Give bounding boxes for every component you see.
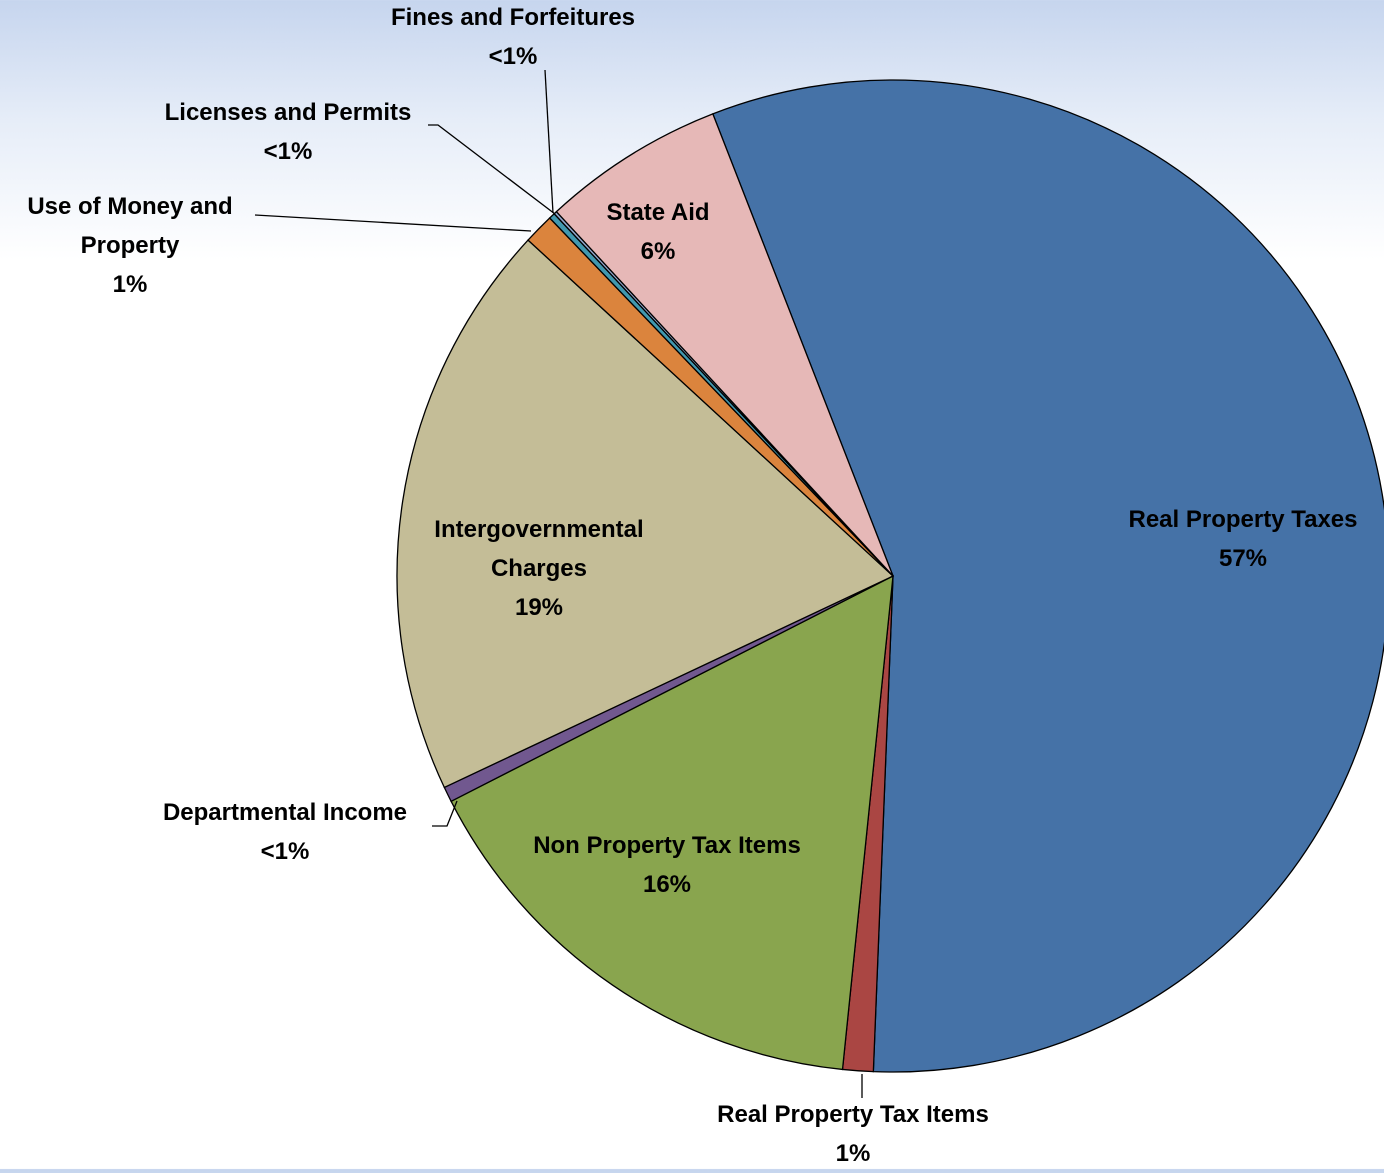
slice-value-label: 16% <box>642 871 692 898</box>
leader-line <box>428 124 556 215</box>
slice-name: State Aid <box>606 199 710 226</box>
leader-lines <box>254 69 863 1098</box>
slice-name: Non Property Tax Items <box>533 832 801 859</box>
leader-line <box>254 214 532 232</box>
slice-name: Licenses and Permits <box>164 99 412 126</box>
slice-value-label: <1% <box>263 138 313 165</box>
leader-line <box>432 800 458 827</box>
slice-value-label: 19% <box>514 594 564 621</box>
pie-slice <box>450 574 894 1071</box>
slice-value-label: 57% <box>1218 545 1268 572</box>
slice-value-label: <1% <box>260 838 310 865</box>
slices <box>396 79 1384 1073</box>
slice-name: Fines and Forfeitures <box>390 4 636 31</box>
slice-name: Departmental Income <box>162 799 408 826</box>
slice-name: Intergovernmental Charges <box>434 516 644 582</box>
pie-slice <box>396 239 895 789</box>
pie-slice <box>711 79 1384 1073</box>
slice-value-label: 1% <box>835 1140 871 1167</box>
pie-slice <box>555 113 894 577</box>
slice-value-label: 1% <box>112 271 148 298</box>
slice-value-label: <1% <box>488 43 538 70</box>
leader-line <box>544 69 554 214</box>
slice-name: Real Property Taxes <box>1128 506 1358 533</box>
slice-name: Real Property Tax Items <box>717 1101 989 1128</box>
slice-value-label: 6% <box>640 238 676 265</box>
slice-name: Use of Money and Property <box>27 193 233 259</box>
